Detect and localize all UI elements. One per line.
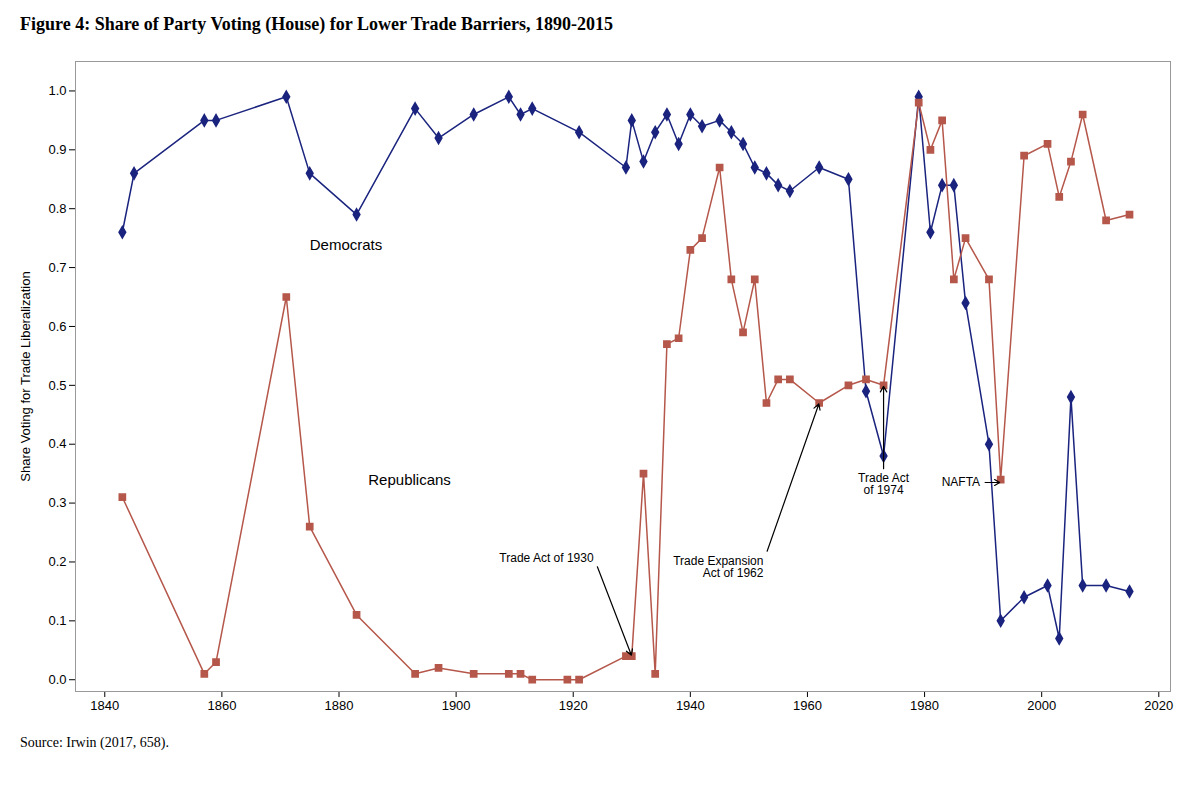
- svg-text:1920: 1920: [559, 698, 588, 713]
- svg-text:Democrats: Democrats: [310, 236, 383, 253]
- svg-text:0.8: 0.8: [48, 201, 66, 216]
- svg-text:1900: 1900: [442, 698, 471, 713]
- html-text:Source: Irwin (2017, 658).: Source: Irwin (2017, 658).: [20, 735, 169, 750]
- svg-text:Trade Actof 1974: Trade Actof 1974: [858, 471, 910, 497]
- svg-text:0.5: 0.5: [48, 377, 66, 392]
- svg-text:0.0: 0.0: [48, 672, 66, 687]
- svg-text:0.6: 0.6: [48, 319, 66, 334]
- svg-text:0.4: 0.4: [48, 436, 66, 451]
- svg-text:0.1: 0.1: [48, 613, 66, 628]
- svg-text:1880: 1880: [325, 698, 354, 713]
- svg-text:1.0: 1.0: [48, 83, 66, 98]
- svg-text:1940: 1940: [676, 698, 705, 713]
- svg-text:0.9: 0.9: [48, 142, 66, 157]
- svg-text:Trade Act of 1930: Trade Act of 1930: [499, 551, 594, 565]
- svg-text:2000: 2000: [1027, 698, 1056, 713]
- svg-text:0.3: 0.3: [48, 495, 66, 510]
- html-text:Figure 4: Share of Party Votin: Figure 4: Share of Party Voting (House) …: [20, 14, 613, 34]
- svg-text:2020: 2020: [1144, 698, 1173, 713]
- svg-text:NAFTA: NAFTA: [942, 475, 980, 489]
- svg-text:1860: 1860: [207, 698, 236, 713]
- svg-text:1960: 1960: [793, 698, 822, 713]
- svg-text:1840: 1840: [90, 698, 119, 713]
- svg-text:0.7: 0.7: [48, 260, 66, 275]
- svg-text:Trade ExpansionAct of 1962: Trade ExpansionAct of 1962: [673, 554, 764, 580]
- svg-text:Share Voting for Trade Liberal: Share Voting for Trade Liberalization: [18, 271, 33, 481]
- svg-text:1980: 1980: [910, 698, 939, 713]
- svg-text:Republicans: Republicans: [368, 471, 451, 488]
- svg-text:0.2: 0.2: [48, 554, 66, 569]
